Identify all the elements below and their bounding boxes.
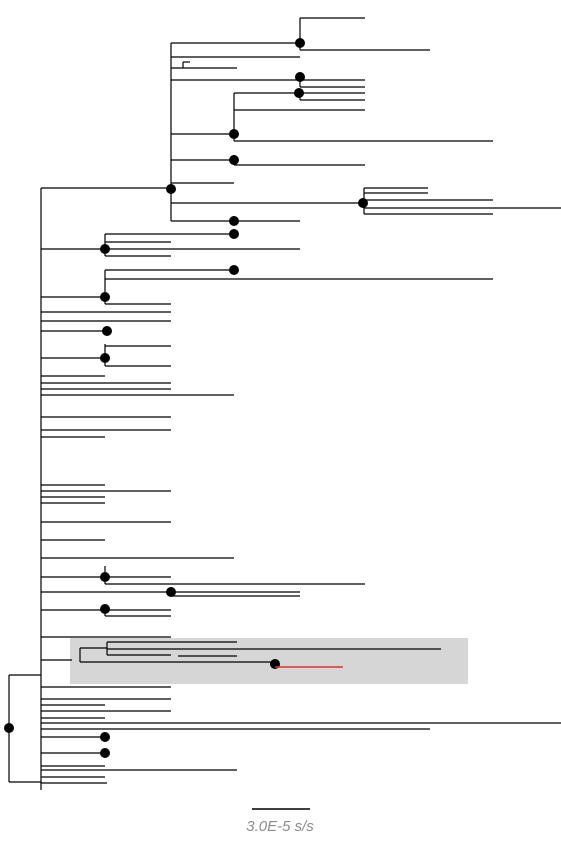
node-marker	[295, 72, 305, 82]
scale-bar-label: 3.0E-5 s/s	[246, 818, 314, 835]
node-marker	[358, 198, 368, 208]
node-marker	[100, 572, 110, 582]
node-marker	[4, 723, 14, 733]
node-marker	[166, 587, 176, 597]
node-markers	[4, 38, 368, 758]
node-marker	[229, 129, 239, 139]
node-marker	[294, 88, 304, 98]
node-marker	[229, 155, 239, 165]
node-marker	[100, 732, 110, 742]
node-marker	[295, 38, 305, 48]
node-marker	[100, 353, 110, 363]
node-marker	[102, 326, 112, 336]
node-marker	[166, 184, 176, 194]
node-marker	[100, 292, 110, 302]
node-marker	[100, 604, 110, 614]
highlighted-clade-box	[70, 638, 468, 684]
node-marker	[100, 748, 110, 758]
node-marker	[229, 216, 239, 226]
node-marker	[100, 244, 110, 254]
node-marker	[229, 265, 239, 275]
node-marker	[229, 229, 239, 239]
tree-branches	[8, 17, 561, 790]
